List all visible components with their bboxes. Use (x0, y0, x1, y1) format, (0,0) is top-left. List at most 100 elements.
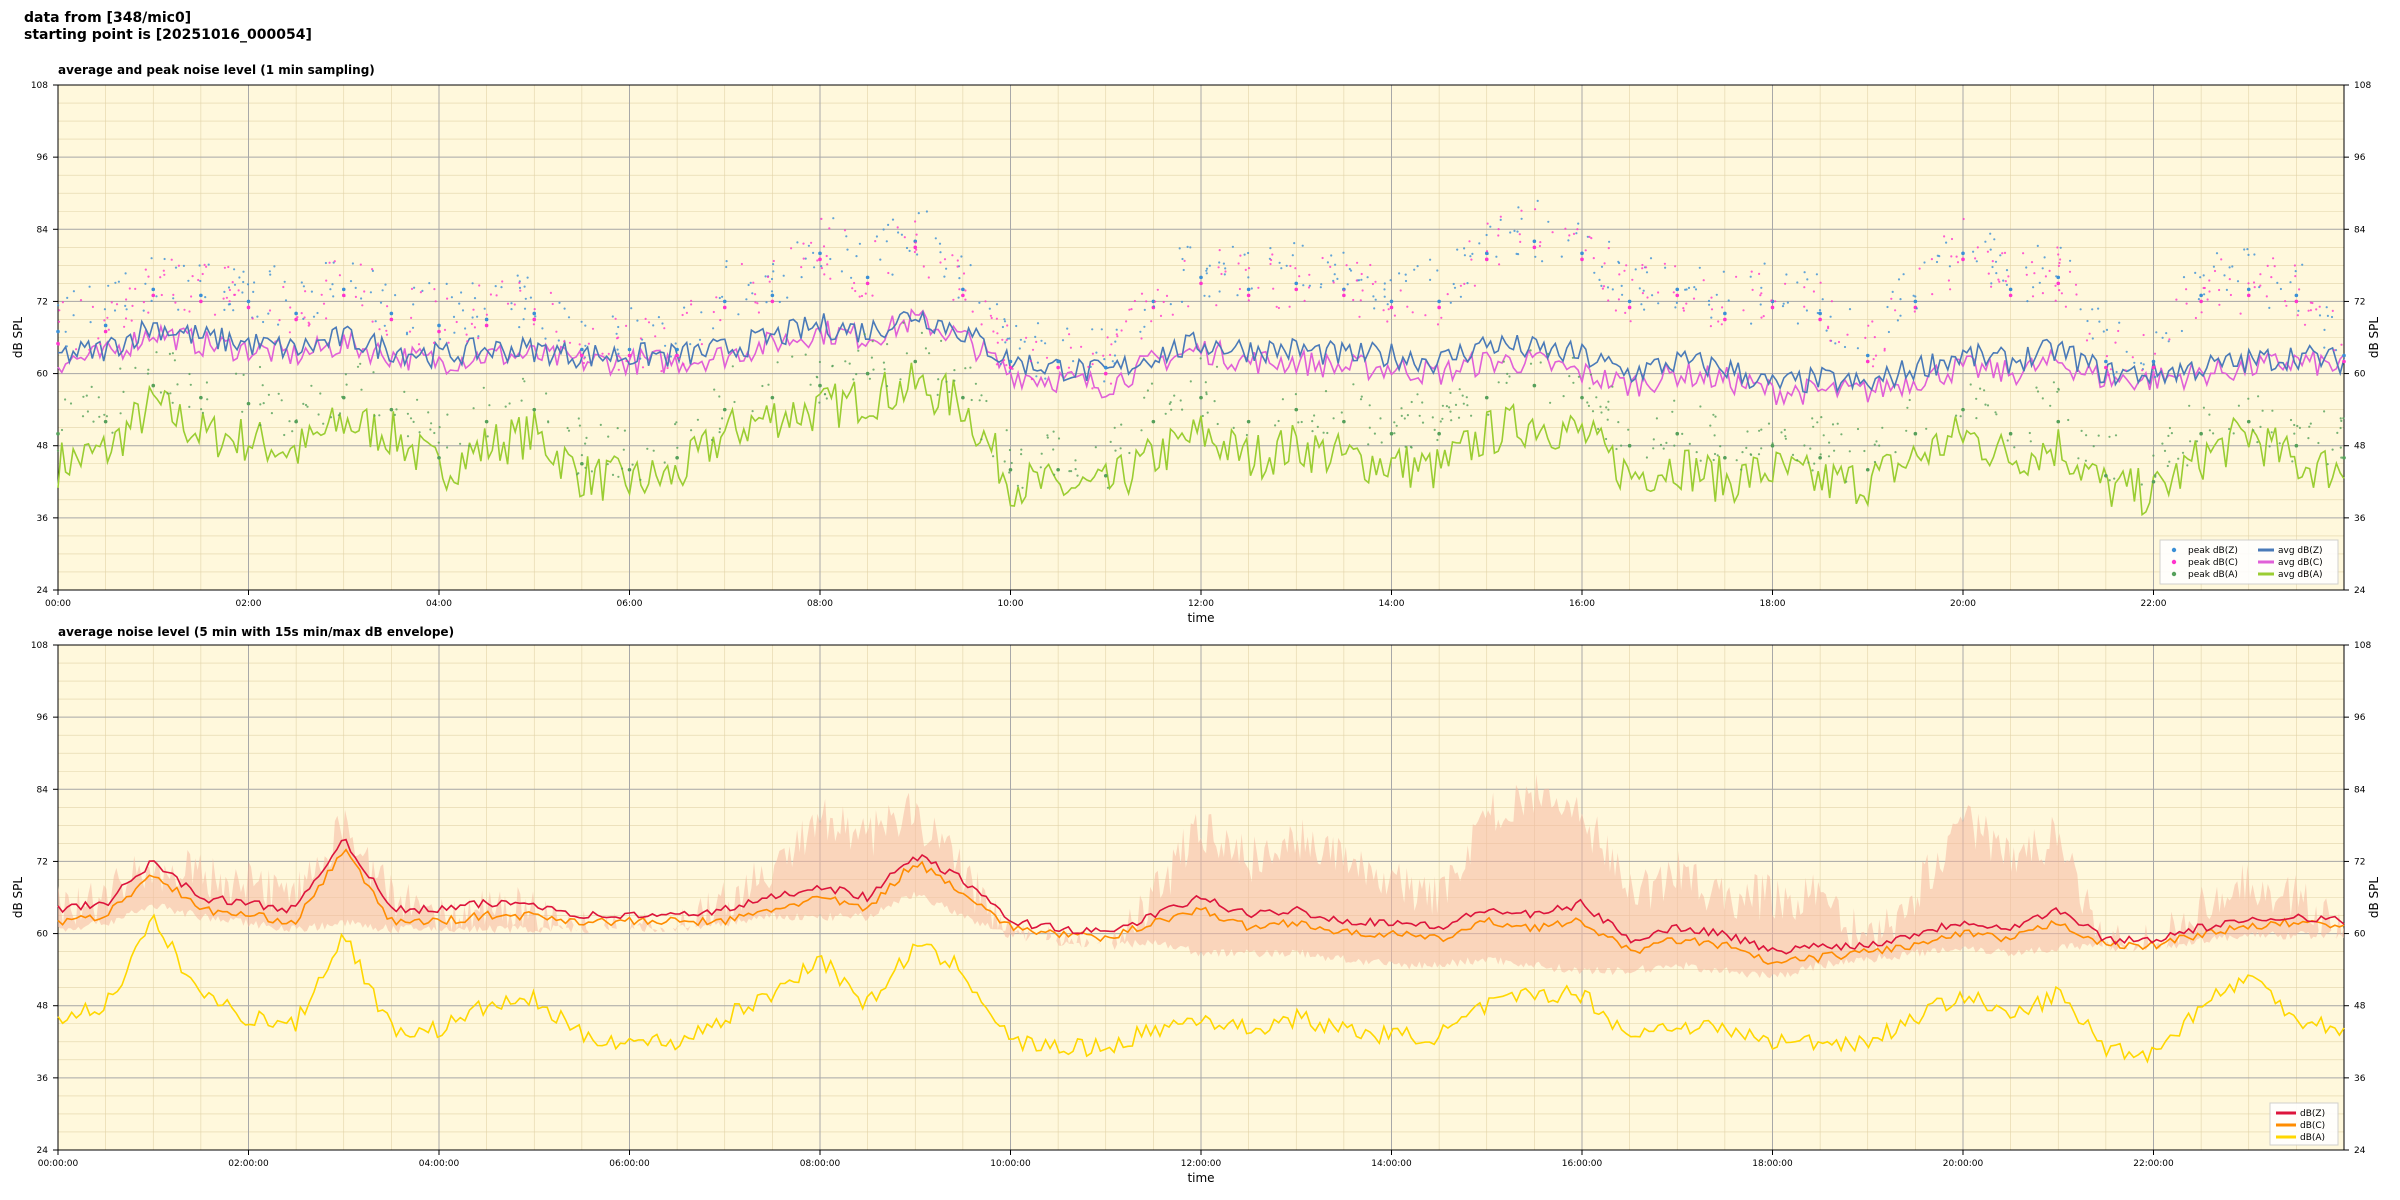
peak-c-scatter-dot (2153, 352, 2157, 355)
peak-z-scatter-dot (1333, 273, 1336, 276)
peak-c-scatter-dot (2054, 284, 2057, 287)
peak-z-scatter-dot (1243, 253, 1246, 256)
avg-c-series-line (57, 308, 2345, 407)
peak-c-scatter-dot (2247, 282, 2250, 285)
y-tick-label-right: 36 (2354, 514, 2366, 524)
peak-a-scatter-dot (1741, 451, 1744, 454)
peak-c-scatter-dot (2033, 272, 2036, 275)
peak-z-scatter-dot (233, 283, 237, 286)
peak-c-point (1961, 257, 1965, 262)
peak-c-scatter-dot (110, 301, 113, 304)
peak-a-scatter-dot (1665, 441, 1668, 444)
peak-a-scatter-dot (1053, 473, 1056, 476)
peak-c-scatter-dot (147, 311, 150, 314)
peak-c-scatter-dot (644, 317, 647, 320)
peak-a-legend-marker (2171, 571, 2177, 577)
peak-c-scatter-dot (320, 293, 323, 296)
peak-a-scatter-dot (1995, 413, 1998, 416)
peak-c-scatter-dot (1165, 294, 1169, 297)
peak-z-scatter-dot (242, 270, 245, 273)
peak-z-legend-marker (2171, 547, 2177, 553)
peak-a-scatter-dot (1449, 410, 1452, 413)
peak-z-scatter-dot (2334, 349, 2338, 352)
peak-z-scatter-dot (2142, 363, 2145, 366)
peak-z-scatter-dot (1710, 316, 1713, 319)
peak-a-scatter-dot (1119, 447, 1122, 450)
peak-a-scatter-dot (395, 408, 398, 411)
peak-z-scatter-dot (1486, 252, 1489, 255)
peak-a-scatter-dot (1461, 394, 1464, 397)
peak-z-scatter-dot (725, 265, 728, 269)
peak-c-scatter-dot (719, 319, 722, 322)
peak-a-scatter-dot (576, 473, 579, 476)
peak-a-scatter-dot (945, 380, 948, 383)
peak-z-scatter-dot (804, 257, 807, 260)
peak-a-scatter-dot (2308, 425, 2311, 428)
peak-c-scatter-dot (663, 327, 666, 330)
peak-z-scatter-dot (1269, 247, 1272, 250)
peak-c-scatter-dot (690, 303, 693, 306)
peak-z-scatter-dot (1759, 303, 1762, 306)
peak-z-scatter-dot (324, 261, 327, 265)
peak-a-scatter-dot (1020, 448, 1023, 451)
peak-c-scatter-dot (1663, 262, 1666, 265)
peak-a-scatter-dot (1003, 460, 1006, 463)
peak-c-scatter-dot (1812, 290, 1815, 293)
peak-a-scatter-dot (936, 393, 939, 396)
peak-z-scatter-dot (1224, 267, 1227, 270)
peak-a-scatter-dot (1074, 459, 1077, 462)
peak-z-scatter-dot (630, 307, 633, 310)
peak-c-scatter-dot (1949, 288, 1952, 291)
peak-z-scatter-dot (1100, 328, 1103, 331)
peak-a-scatter-dot (1487, 413, 1490, 416)
peak-z-scatter-dot (1645, 271, 1649, 274)
peak-c-scatter-dot (568, 341, 572, 344)
peak-a-scatter-dot (1169, 401, 1172, 404)
peak-a-scatter-dot (2028, 431, 2031, 435)
peak-c-scatter-dot (162, 269, 165, 272)
peak-z-scatter-dot (1935, 260, 1939, 264)
peak-c-point (1294, 287, 1299, 292)
x-tick-label: 18:00:00 (1752, 1159, 1793, 1169)
peak-a-scatter-dot (488, 404, 491, 407)
peak-z-scatter-dot (283, 280, 286, 283)
peak-z-scatter-dot (995, 303, 999, 306)
peak-a-scatter-dot (283, 433, 286, 437)
peak-z-scatter-dot (1348, 267, 1351, 271)
y-tick-label-left: 84 (37, 225, 49, 235)
peak-c-scatter-dot (1485, 250, 1489, 253)
peak-a-scatter-dot (1406, 414, 1409, 417)
peak-a-scatter-dot (1204, 381, 1207, 384)
peak-z-scatter-dot (905, 246, 909, 250)
peak-c-scatter-dot (501, 280, 504, 283)
peak-z-scatter-dot (2246, 248, 2249, 251)
peak-z-scatter-dot (999, 362, 1002, 366)
peak-z-point (1580, 251, 1584, 256)
peak-c-scatter-dot (1827, 327, 1830, 330)
peak-a-scatter-dot (472, 407, 475, 410)
peak-c-scatter-dot (434, 300, 437, 303)
peak-c-scatter-dot (225, 296, 228, 299)
peak-c-scatter-dot (1947, 279, 1950, 282)
peak-a-scatter-dot (259, 403, 262, 406)
peak-a-scatter-dot (1819, 453, 1822, 456)
peak-a-scatter-dot (1597, 427, 1600, 431)
peak-a-scatter-dot (718, 427, 722, 430)
y-tick-label-right: 96 (2354, 713, 2366, 723)
peak-c-point (865, 281, 870, 286)
peak-a-scatter-dot (1005, 429, 1008, 432)
peak-z-scatter-dot (1782, 302, 1785, 305)
peak-c-scatter-dot (1035, 340, 1038, 343)
peak-c-scatter-dot (2025, 273, 2028, 276)
peak-a-point (1342, 419, 1346, 424)
peak-c-scatter-dot (1955, 255, 1958, 258)
peak-a-scatter-dot (696, 418, 700, 421)
peak-c-scatter-dot (2085, 339, 2089, 342)
peak-a-scatter-dot (1673, 399, 1676, 402)
peak-a-scatter-dot (663, 461, 666, 464)
dbz-series-line (57, 838, 2345, 955)
peak-z-scatter-dot (1509, 231, 1512, 234)
peak-z-scatter-dot (383, 324, 386, 327)
peak-c-scatter-dot (1646, 296, 1649, 299)
peak-c-scatter-dot (1355, 279, 1358, 282)
